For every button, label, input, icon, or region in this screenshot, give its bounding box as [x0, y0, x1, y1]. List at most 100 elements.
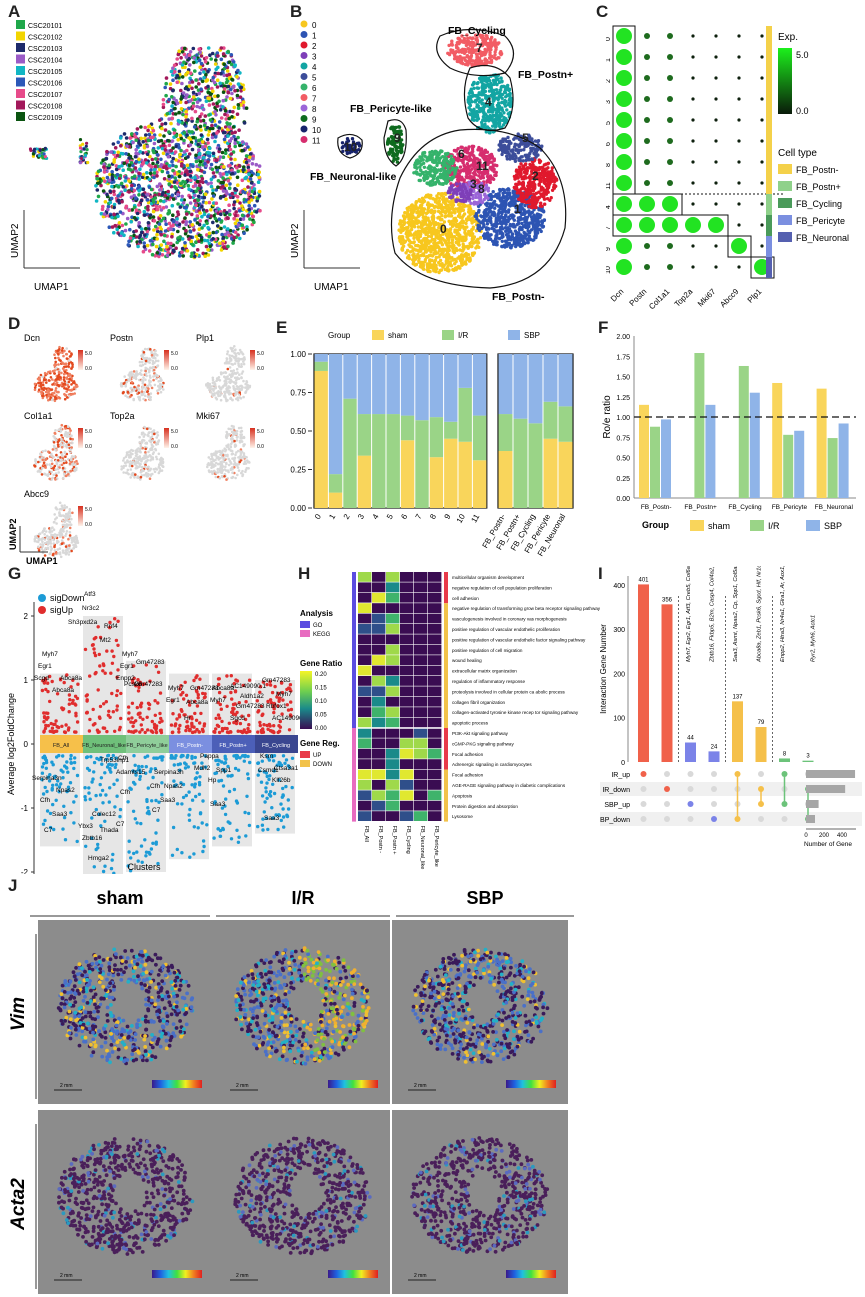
cell-point	[544, 192, 548, 196]
cell-point	[197, 163, 202, 167]
cell-point	[516, 216, 521, 220]
cell-point	[183, 46, 187, 51]
cell-point	[183, 65, 187, 70]
legend-swatch-CSC20106	[16, 77, 25, 87]
cell-point	[451, 243, 455, 247]
cell-point	[247, 172, 251, 176]
cell-point	[188, 80, 192, 85]
cell-point	[458, 209, 462, 213]
cell-point	[455, 233, 460, 237]
cell-point	[191, 90, 196, 95]
cell-point	[119, 231, 124, 235]
cell-point	[109, 150, 113, 154]
cell-point	[475, 244, 479, 248]
cell-point	[213, 216, 218, 221]
cell-point	[121, 168, 125, 172]
cell-point	[183, 216, 187, 220]
cell-point	[191, 46, 196, 51]
cell-point	[228, 147, 233, 152]
cell-point	[160, 169, 165, 174]
cell-point	[213, 94, 217, 99]
panel-label-d: D	[8, 314, 21, 333]
cell-point	[499, 85, 503, 89]
cell-point	[124, 175, 128, 180]
cell-point	[481, 118, 485, 122]
cell-point	[518, 167, 522, 172]
legend-label-10: 10	[312, 126, 321, 135]
cell-point	[480, 34, 485, 38]
cell-point	[198, 98, 202, 102]
cell-point	[229, 136, 234, 141]
cell-point	[490, 226, 494, 231]
cell-point	[407, 217, 412, 222]
cell-point	[187, 56, 191, 61]
cell-point	[451, 51, 456, 55]
cell-point	[176, 138, 180, 142]
cell-point	[133, 154, 138, 159]
cell-point	[444, 261, 448, 265]
cell-point	[160, 122, 164, 127]
cell-point	[467, 55, 471, 60]
cell-point	[183, 173, 187, 177]
cell-point	[210, 51, 215, 56]
panel-label-h: H	[298, 564, 311, 583]
cell-point	[482, 50, 486, 55]
cell-point	[480, 42, 484, 46]
cell-point	[127, 179, 131, 183]
cell-point	[180, 246, 185, 251]
cell-point	[161, 105, 166, 110]
cell-point	[472, 86, 476, 91]
cell-point	[423, 154, 427, 158]
cell-point	[205, 209, 209, 213]
cell-point	[494, 230, 499, 234]
cell-point	[171, 156, 175, 161]
cell-point	[447, 248, 451, 253]
cell-point	[171, 100, 175, 105]
cell-point	[219, 212, 223, 217]
cell-point	[141, 151, 145, 155]
cell-point	[121, 152, 125, 156]
cell-point	[538, 204, 543, 208]
cell-point	[406, 213, 410, 217]
cell-point	[476, 115, 480, 119]
cell-point	[467, 210, 471, 214]
cell-point	[506, 112, 510, 116]
cell-point	[114, 167, 119, 172]
cell-point	[143, 158, 148, 162]
cell-point	[116, 214, 120, 219]
cell-point	[436, 209, 441, 214]
cell-point	[198, 219, 202, 223]
cell-point	[431, 266, 435, 271]
cell-point	[454, 224, 458, 228]
cell-point	[200, 214, 204, 219]
cell-point	[426, 216, 430, 220]
cell-point	[526, 166, 531, 170]
cell-point	[207, 200, 212, 205]
cell-point	[135, 144, 140, 149]
cell-point	[216, 65, 220, 70]
cell-point	[437, 196, 442, 200]
cell-point	[153, 224, 158, 229]
cell-point	[453, 207, 458, 211]
cell-point	[174, 186, 178, 191]
cell-point	[79, 150, 83, 154]
cell-point	[216, 185, 220, 189]
legend-label-6: 6	[312, 84, 317, 93]
cell-point	[96, 194, 101, 199]
cell-point	[196, 167, 200, 172]
cell-point	[213, 139, 217, 144]
cell-point	[223, 109, 228, 113]
cell-point	[500, 96, 504, 101]
cell-point	[206, 160, 210, 164]
cell-point	[152, 167, 157, 172]
cell-point	[173, 150, 178, 154]
cell-point	[411, 258, 415, 262]
cell-point	[143, 213, 147, 217]
cell-point	[164, 205, 169, 209]
cell-point	[423, 217, 427, 221]
cell-point	[143, 136, 147, 141]
cell-point	[199, 169, 204, 173]
cell-point	[180, 250, 184, 254]
cell-point	[184, 109, 188, 114]
cell-point	[197, 155, 201, 160]
